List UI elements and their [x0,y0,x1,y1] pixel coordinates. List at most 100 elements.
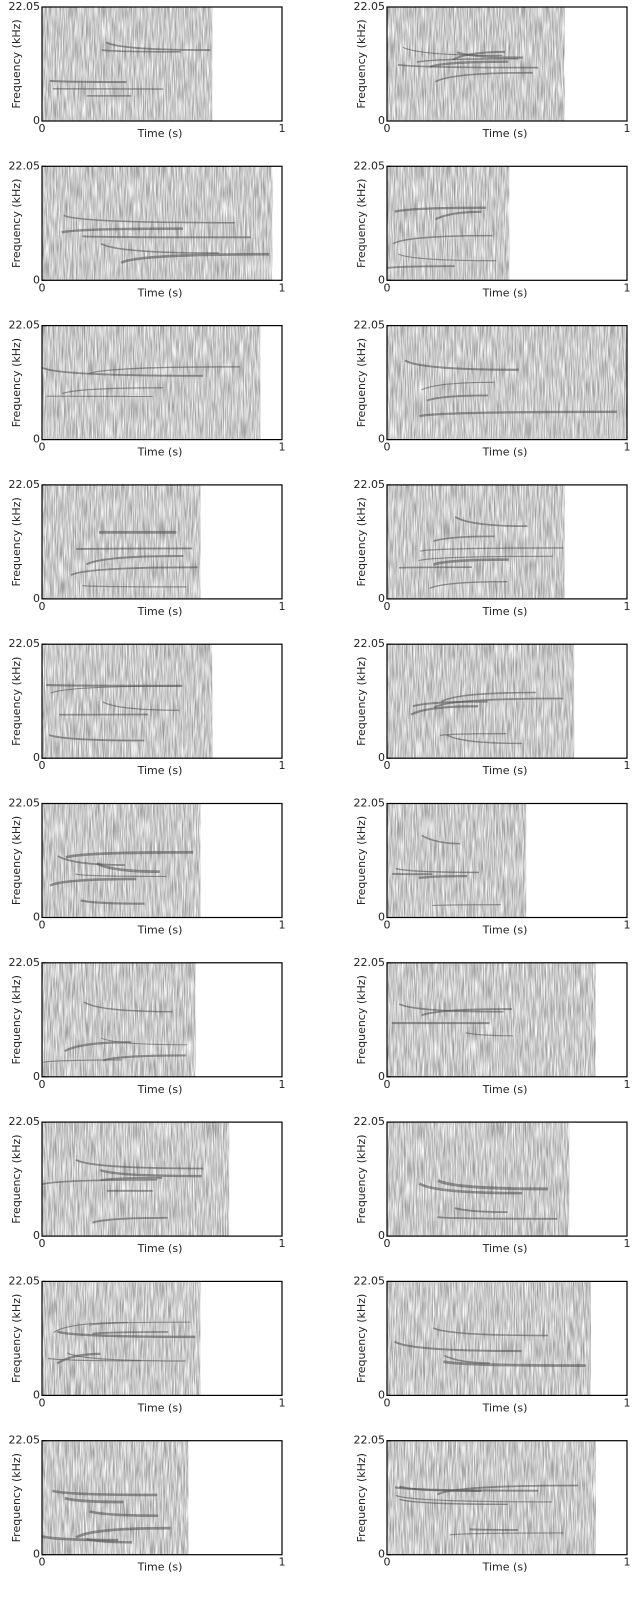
panel: 0 1 0 22.05 Time (s) Frequency (kHz) [9,1274,286,1414]
y-axis-label: Frequency (kHz) [10,1453,23,1542]
y-tick-label: 0 [33,592,40,605]
spectrogram [387,1281,591,1396]
y-axis-label: Frequency (kHz) [355,338,368,427]
x-tick-label: 0 [384,759,391,772]
x-tick-label: 0 [39,1396,46,1409]
y-tick-label: 22.05 [354,1274,386,1287]
x-tick-label: 0 [384,1556,391,1569]
x-tick-label: 0 [384,281,391,294]
spectrogram [387,962,596,1077]
axes-frame [41,165,283,281]
x-axis-label: Time (s) [482,1561,528,1574]
spectrogram [42,1281,201,1396]
spectrogram [42,803,201,918]
x-tick-label: 1 [624,1237,631,1250]
panel: 0 1 0 22.05 Time (s) Frequency (kHz) [354,1115,631,1255]
y-tick-label: 0 [33,273,40,286]
x-tick-label: 0 [39,281,46,294]
panel: 0 1 0 22.05 Time (s) Frequency (kHz) [354,0,631,140]
spectrogram [387,484,565,599]
panel: 0 1 0 22.05 Time (s) Frequency (kHz) [9,1115,286,1255]
x-axis-label: Time (s) [137,1242,183,1255]
spectrogram [42,1440,189,1555]
axes-frame [386,1280,628,1397]
x-axis-label: Time (s) [137,127,183,140]
y-axis-label: Frequency (kHz) [355,1453,368,1542]
x-tick-label: 0 [39,759,46,772]
x-tick-label: 1 [624,600,631,613]
axes-frame [386,1121,628,1237]
x-axis-label: Time (s) [137,286,183,299]
x-tick-label: 0 [39,600,46,613]
panel: 0 1 0 22.05 Time (s) Frequency (kHz) [9,797,286,937]
y-tick-label: 0 [378,1070,385,1083]
y-tick-label: 0 [33,1548,40,1561]
y-tick-label: 0 [378,433,385,446]
x-tick-label: 1 [624,441,631,454]
x-tick-label: 1 [624,919,631,932]
x-axis-label: Time (s) [482,446,528,459]
y-axis-label: Frequency (kHz) [355,19,368,108]
axes-frame [386,325,628,441]
y-tick-label: 22.05 [9,797,41,810]
y-tick-label: 0 [33,433,40,446]
x-tick-label: 0 [39,1078,46,1091]
x-tick-label: 1 [624,759,631,772]
y-tick-label: 22.05 [354,1434,386,1447]
y-tick-label: 22.05 [9,956,41,969]
x-tick-label: 0 [39,1237,46,1250]
y-tick-label: 22.05 [354,1115,386,1128]
y-tick-label: 0 [33,1070,40,1083]
panel: 0 1 0 22.05 Time (s) Frequency (kHz) [354,956,631,1096]
y-axis-label: Frequency (kHz) [10,179,23,268]
y-axis-label: Frequency (kHz) [355,657,368,746]
axes-frame [41,6,283,122]
y-axis-label: Frequency (kHz) [10,816,23,905]
x-axis-label: Time (s) [137,924,183,937]
spectrogram [387,1440,596,1555]
axes-frame [41,643,283,759]
axes-frame [386,962,628,1078]
panel: 0 1 0 22.05 Time (s) Frequency (kHz) [9,637,286,777]
spectrogram [42,484,201,599]
spectrogram [387,166,510,281]
axes-frame [41,1121,283,1237]
x-tick-label: 1 [279,600,286,613]
y-tick-label: 0 [33,114,40,127]
x-tick-label: 0 [39,1556,46,1569]
y-tick-label: 22.05 [354,478,386,491]
x-tick-label: 0 [384,122,391,135]
panel: 0 1 0 22.05 Time (s) Frequency (kHz) [354,1434,631,1574]
x-axis-label: Time (s) [137,1561,183,1574]
x-tick-label: 1 [624,1396,631,1409]
panel: 0 1 0 22.05 Time (s) Frequency (kHz) [354,637,631,777]
axes-frame [386,643,628,759]
x-axis-label: Time (s) [482,764,528,777]
axes-frame [41,484,283,600]
y-tick-label: 0 [378,911,385,924]
y-tick-label: 0 [378,1229,385,1242]
y-tick-label: 0 [378,1548,385,1561]
x-axis-label: Time (s) [482,127,528,140]
panel: 0 1 0 22.05 Time (s) Frequency (kHz) [354,319,631,459]
y-axis-label: Frequency (kHz) [355,816,368,905]
panel: 0 1 0 22.05 Time (s) Frequency (kHz) [9,1434,286,1574]
y-tick-label: 0 [378,751,385,764]
y-tick-label: 22.05 [9,0,41,13]
x-tick-label: 1 [279,759,286,772]
x-tick-label: 1 [279,1396,286,1409]
x-tick-label: 0 [39,122,46,135]
axes-frame [386,484,628,600]
x-tick-label: 1 [624,281,631,294]
y-tick-label: 22.05 [354,0,386,13]
x-axis-label: Time (s) [482,1242,528,1255]
x-axis-label: Time (s) [137,1401,183,1414]
axes-frame [386,802,628,919]
y-tick-label: 0 [378,592,385,605]
y-tick-label: 22.05 [9,1115,41,1128]
x-tick-label: 1 [624,122,631,135]
x-axis-label: Time (s) [482,605,528,618]
axes-frame [386,165,628,281]
x-tick-label: 1 [279,441,286,454]
